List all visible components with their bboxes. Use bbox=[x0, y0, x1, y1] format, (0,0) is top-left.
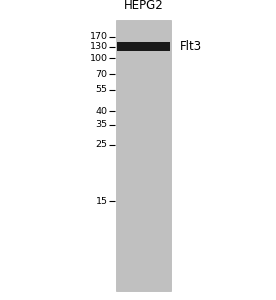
Text: 40: 40 bbox=[96, 106, 108, 116]
Text: 25: 25 bbox=[96, 140, 108, 149]
Text: 170: 170 bbox=[90, 32, 108, 41]
Bar bbox=[116, 20, 171, 291]
Bar bbox=[117, 42, 170, 51]
Text: Flt3: Flt3 bbox=[179, 40, 201, 53]
Text: 100: 100 bbox=[90, 54, 108, 63]
Text: 15: 15 bbox=[96, 196, 108, 206]
Text: HEPG2: HEPG2 bbox=[124, 0, 163, 12]
Text: 130: 130 bbox=[89, 42, 108, 51]
Text: 70: 70 bbox=[96, 70, 108, 79]
Text: 35: 35 bbox=[95, 120, 108, 129]
Text: 55: 55 bbox=[96, 85, 108, 94]
